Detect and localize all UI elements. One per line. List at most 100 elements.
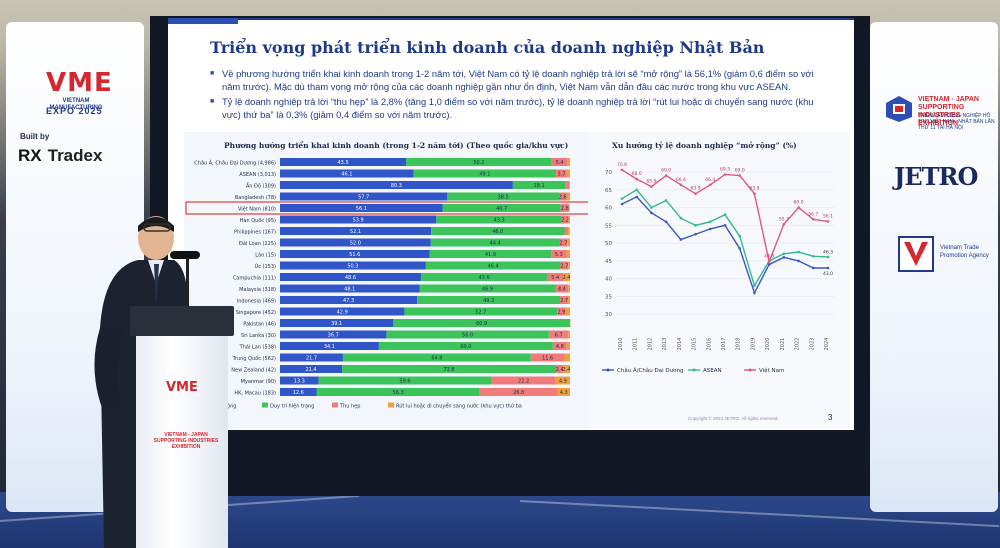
bar-category-label: Philippines (167): [234, 230, 276, 236]
bar-segment-1: [512, 181, 566, 189]
bar-value-label: 51.6: [349, 252, 360, 258]
bar-segment-0: [280, 169, 414, 178]
copyright-note: Copyright © 2024 JETRO. All rights reser…: [688, 416, 779, 421]
bar-value-label: 18.1: [534, 183, 545, 189]
bar-segment-0: [280, 296, 418, 304]
series-point-0: [811, 266, 815, 270]
bar-segment-2: [558, 192, 567, 201]
legend-label-2: Thu hẹp: [339, 404, 360, 410]
vietnam-data-label: 60.0: [794, 200, 804, 206]
bar-segment-3: [565, 307, 570, 316]
series-point-2: [635, 177, 639, 181]
bar-value-label: 2.4: [556, 367, 564, 373]
tradex-logo: Tradex: [47, 146, 103, 165]
bar-category-label: Campuchia (111): [233, 276, 276, 282]
bar-segment-0: [280, 227, 432, 235]
bar-value-label: 56.1: [356, 206, 367, 212]
vietnam-japan-title: VIETNAM - JAPAN SUPPORTING INDUSTRIES EX…: [918, 96, 979, 127]
bar-segment-0: [280, 204, 443, 212]
bar-category-label: Malaysia (318): [239, 287, 276, 293]
bar-segment-1: [386, 330, 549, 339]
bar-value-label: 5.4: [556, 160, 564, 166]
y-tick-label: 30: [605, 312, 612, 318]
bar-segment-3: [566, 169, 570, 178]
bar-segment-3: [563, 365, 570, 373]
bar-segment-1: [425, 261, 561, 270]
x-tick-label: 2013: [662, 338, 668, 351]
bar-segment-3: [564, 353, 570, 362]
bar-segment-1: [417, 296, 561, 304]
series-point-2: [723, 173, 727, 176]
bar-value-label: 36.7: [328, 333, 339, 339]
bar-segment-0: [280, 365, 343, 373]
y-tick-label: 65: [605, 188, 612, 194]
bar-segment-2: [551, 158, 568, 166]
series-point-2: [753, 192, 756, 195]
bar-category-label: Indonesia (469): [237, 299, 276, 305]
line-legend-label-1: ASEAN: [703, 368, 722, 374]
bar-value-label: 4.8: [556, 344, 564, 350]
series-point-2: [811, 217, 815, 221]
vietnam-data-label: 55.3: [779, 216, 789, 222]
bar-value-label: 43.3: [494, 218, 505, 224]
bar-segment-2: [565, 181, 570, 189]
stacked-bar-chart: Phương hướng triển khai kinh doanh (tron…: [185, 141, 595, 410]
bar-category-label: Úc (153): [255, 263, 276, 270]
slide-title: Triển vọng phát triển kinh doanh của doa…: [210, 38, 765, 57]
series-point-1: [811, 254, 815, 258]
line-chart: Xu hướng tỷ lệ doanh nghiệp “mở rộng” (%…: [602, 141, 834, 374]
line-legend-label-2: Việt Nam: [759, 367, 784, 374]
bar-value-label: 73.8: [443, 367, 454, 373]
series-point-2: [679, 183, 683, 187]
bar-segment-2: [556, 169, 567, 178]
series-point-0: [797, 259, 800, 263]
y-tick-label: 45: [605, 259, 612, 265]
bar-value-label: 48.1: [344, 287, 355, 293]
series-point-2: [767, 260, 771, 263]
bar-segment-0: [280, 330, 387, 339]
bar-value-label: 2.7: [560, 264, 568, 270]
bar-segment-2: [530, 353, 565, 362]
vme-year: EXPO 2025: [46, 106, 103, 116]
bar-segment-3: [568, 215, 570, 224]
x-tick-label: 2012: [647, 338, 653, 351]
vietnam-data-label: 66.4: [705, 177, 715, 183]
series-point-2: [708, 183, 712, 187]
bar-segment-1: [420, 273, 548, 281]
bar-segment-2: [547, 273, 564, 281]
bar-segment-1: [316, 388, 480, 396]
podium-vme-logo: VME: [166, 380, 198, 395]
asia-end-label: 43.0: [823, 271, 833, 277]
bar-value-label: 2.7: [559, 241, 567, 247]
series-point-0: [620, 202, 624, 206]
bar-value-label: 42.9: [337, 310, 348, 316]
y-tick-label: 40: [605, 277, 612, 283]
x-tick-label: 2023: [809, 338, 815, 351]
bar-segment-1: [318, 376, 492, 385]
line-legend-marker-0: [606, 368, 610, 372]
bar-value-label: 3.7: [557, 172, 565, 178]
bar-value-label: 41.9: [485, 252, 496, 258]
bullet-contraction: Tỷ lệ doanh nghiệp trả lời “thu hẹp” là …: [210, 96, 830, 121]
series-point-0: [753, 291, 756, 295]
x-tick-label: 2019: [750, 338, 756, 351]
bar-segment-2: [564, 227, 568, 235]
series-point-0: [723, 224, 727, 227]
podium-top: [130, 306, 234, 336]
bar-segment-3: [568, 261, 570, 270]
x-tick-label: 2024: [824, 338, 830, 351]
bar-category-label: Hàn Quốc (95): [240, 217, 276, 224]
x-tick-label: 2021: [780, 338, 786, 351]
bar-value-label: 59.6: [399, 379, 410, 385]
bar-segment-0: [280, 261, 426, 270]
bar-value-label: 60.0: [460, 344, 471, 350]
vietnam-japan-subtitle: TRIỂN LÃM CÔNG NGHIỆP HỖ TRỢ VIỆT NAM - …: [918, 113, 995, 131]
x-tick-label: 2017: [721, 338, 727, 351]
vietrade-logo-icon: [898, 236, 934, 272]
bar-segment-3: [569, 181, 570, 189]
series-point-1: [620, 197, 624, 200]
series-point-2: [664, 174, 668, 177]
bar-segment-2: [551, 250, 567, 258]
bar-segment-1: [342, 353, 531, 362]
line-chart-title: Xu hướng tỷ lệ doanh nghiệp “mở rộng” (%…: [612, 141, 797, 150]
